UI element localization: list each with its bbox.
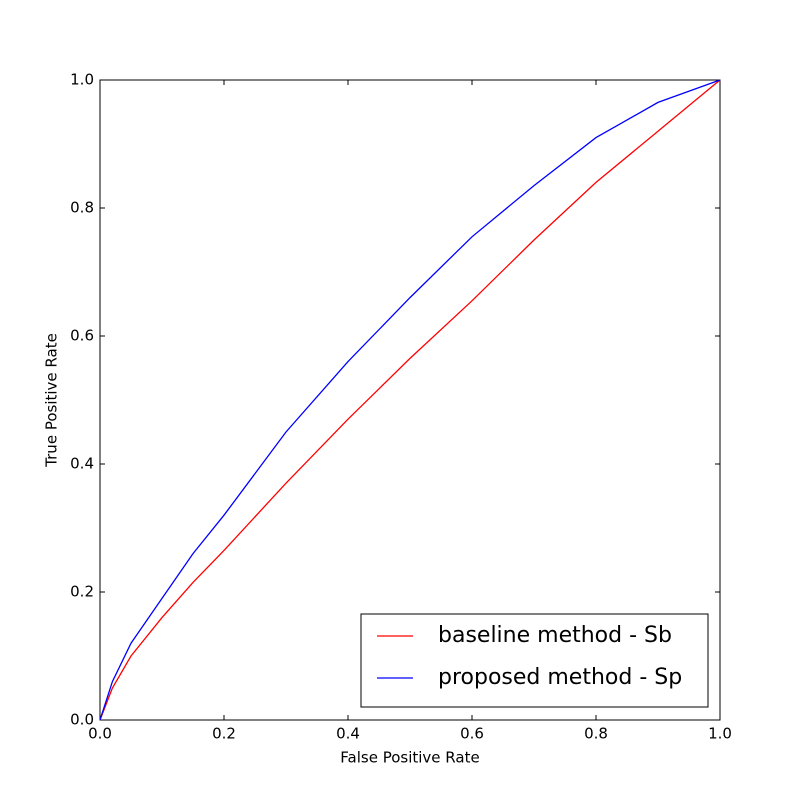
x-axis-label: False Positive Rate [340,749,479,767]
x-tick-label: 0.4 [336,725,360,743]
legend-label: proposed method - Sp [438,665,682,690]
series-line [99,79,721,721]
y-tick-label: 1.0 [70,71,94,89]
x-tick-label: 0.0 [88,725,112,743]
y-tick-label: 0.6 [70,327,94,345]
y-tick-label: 0.4 [70,455,94,473]
legend-box [360,613,709,708]
y-tick-label: 0.8 [70,199,94,217]
legend-label: baseline method - Sb [438,623,672,648]
series-line [99,79,721,721]
plot-frame [99,79,721,721]
x-tick-label: 1.0 [708,725,732,743]
y-tick-label: 0.2 [70,583,94,601]
x-tick-label: 0.6 [460,725,484,743]
y-tick-label: 0.0 [70,711,94,729]
x-tick-label: 0.8 [584,725,608,743]
y-axis-label: True Positive Rate [43,333,61,468]
x-tick-label: 0.2 [212,725,236,743]
